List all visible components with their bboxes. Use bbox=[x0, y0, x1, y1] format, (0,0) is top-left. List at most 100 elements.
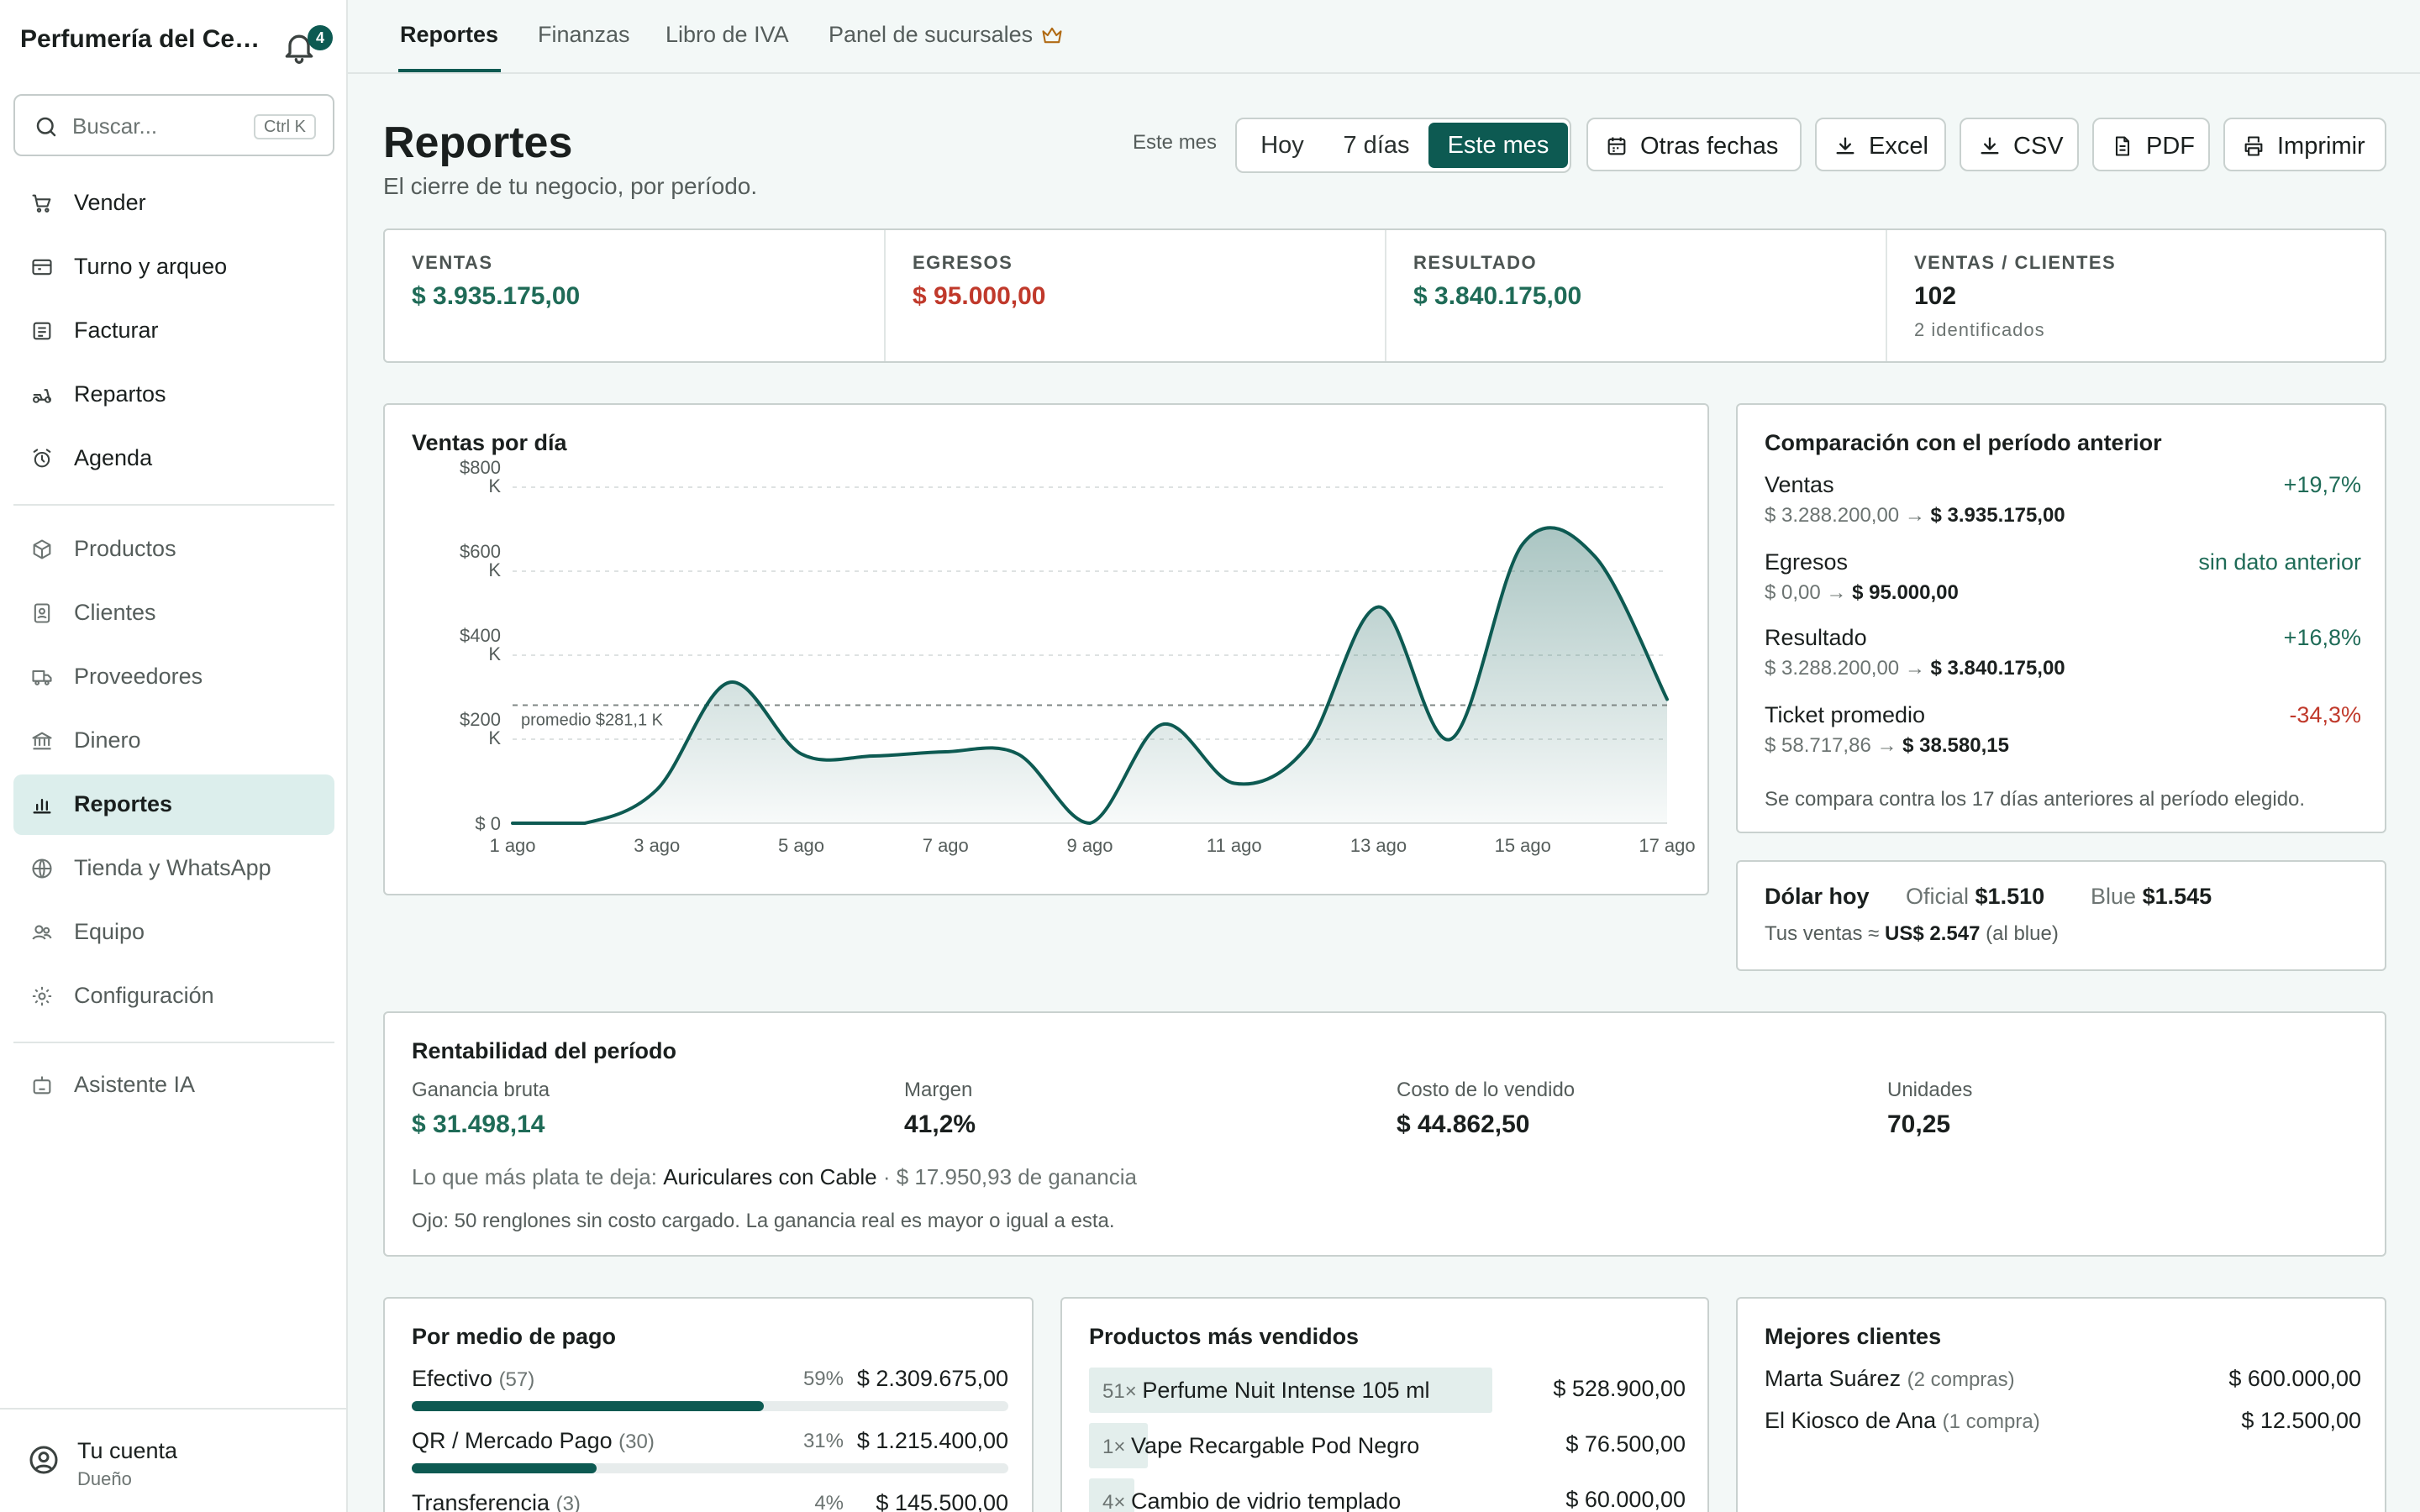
sidebar-item-vender[interactable]: Vender bbox=[13, 173, 334, 234]
sidebar-item-equipo[interactable]: Equipo bbox=[13, 902, 334, 963]
sidebar-item-label: Proveedores bbox=[74, 664, 203, 689]
csv-button[interactable]: CSV bbox=[1960, 118, 2079, 171]
excel-button[interactable]: Excel bbox=[1815, 118, 1946, 171]
dollar-oficial-label: Oficial bbox=[1906, 884, 1970, 909]
period-7days-button[interactable]: 7 días bbox=[1343, 132, 1410, 159]
client-count: (1 compra) bbox=[1942, 1410, 2040, 1433]
search-box: Ctrl K bbox=[13, 94, 334, 156]
sidebar-item-productos[interactable]: Productos bbox=[13, 519, 334, 580]
payment-count: (57) bbox=[498, 1368, 535, 1391]
product-amount: $ 76.500,00 bbox=[1565, 1431, 1686, 1457]
product-name: Vape Recargable Pod Negro bbox=[1131, 1433, 1420, 1458]
clients-title: Mejores clientes bbox=[1765, 1324, 1942, 1349]
profitability-card: Rentabilidad del período Ganancia bruta … bbox=[383, 1011, 2386, 1257]
product-qty: 51× bbox=[1102, 1380, 1137, 1403]
tab-finanzas[interactable]: Finanzas bbox=[538, 22, 630, 47]
nav-secondary: Productos Clientes Proveedores Dinero Re… bbox=[13, 519, 334, 1030]
sidebar-item-agenda[interactable]: Agenda bbox=[13, 428, 334, 489]
sidebar-item-clientes[interactable]: Clientes bbox=[13, 583, 334, 643]
dollar-blue-label: Blue bbox=[2091, 884, 2137, 909]
notification-badge: 4 bbox=[308, 25, 333, 50]
profit-value: $ 31.498,14 bbox=[412, 1110, 545, 1138]
comparison-to: $ 95.000,00 bbox=[1852, 581, 1959, 604]
sidebar-item-dinero[interactable]: Dinero bbox=[13, 711, 334, 771]
client-line: Marta Suárez (2 compras) bbox=[1765, 1366, 2015, 1392]
comparison-row-resultado: Resultado +16,8% $ 3.288.200,00 → $ 3.84… bbox=[1765, 625, 2361, 692]
tab-reportes[interactable]: Reportes bbox=[400, 22, 499, 47]
sidebar-item-repartos[interactable]: Repartos bbox=[13, 365, 334, 425]
profit-units: Unidades 70,25 bbox=[1887, 1079, 1972, 1139]
sidebar-item-configuracion[interactable]: Configuración bbox=[13, 966, 334, 1026]
kpi-note: 2 identificados bbox=[1914, 319, 2045, 340]
product-row[interactable]: 4× Cambio de vidrio templado $ 60.000,00 bbox=[1089, 1478, 1686, 1512]
arrow-icon: → bbox=[1904, 504, 1925, 527]
csv-label: CSV bbox=[2013, 133, 2064, 160]
kpi-ventas: VENTAS $ 3.935.175,00 bbox=[385, 230, 886, 361]
payment-pct: 59% bbox=[802, 1368, 844, 1390]
period-today-button[interactable]: Hoy bbox=[1260, 132, 1304, 159]
users-icon bbox=[32, 925, 52, 940]
comparison-values: $ 0,00 → $ 95.000,00 bbox=[1765, 581, 1959, 605]
sales-chart-card: Ventas por día promedio $281,1 K $ 0 $200… bbox=[383, 403, 1709, 895]
product-qty: 4× bbox=[1102, 1491, 1126, 1512]
best-suffix: · $ 17.950,93 de ganancia bbox=[882, 1164, 1137, 1189]
bell-icon[interactable] bbox=[281, 29, 318, 66]
comparison-from: $ 58.717,86 bbox=[1765, 734, 1871, 757]
profit-value: 70,25 bbox=[1887, 1110, 1951, 1138]
profit-margin: Margen 41,2% bbox=[904, 1079, 976, 1139]
sidebar-item-facturar[interactable]: Facturar bbox=[13, 301, 334, 361]
nav-divider bbox=[13, 1042, 334, 1043]
y-tick-unit: K bbox=[488, 475, 501, 496]
payment-method: QR / Mercado Pago bbox=[412, 1428, 613, 1453]
pdf-button[interactable]: PDF bbox=[2092, 118, 2210, 171]
product-row[interactable]: 1× Vape Recargable Pod Negro $ 76.500,00 bbox=[1089, 1423, 1686, 1470]
sales-line bbox=[511, 526, 1669, 825]
account-menu[interactable]: Tu cuenta Dueño bbox=[0, 1408, 348, 1512]
best-prefix: Lo que más plata te deja: bbox=[412, 1164, 657, 1189]
client-row[interactable]: Marta Suárez (2 compras) $ 600.000,00 bbox=[1765, 1366, 2361, 1403]
comparison-name: Ventas bbox=[1765, 472, 1834, 497]
payment-pct: 4% bbox=[814, 1492, 844, 1512]
comparison-name: Resultado bbox=[1765, 625, 1867, 650]
client-row[interactable]: El Kiosco de Ana (1 compra) $ 12.500,00 bbox=[1765, 1408, 2361, 1445]
comparison-name: Egresos bbox=[1765, 549, 1849, 575]
sidebar-item-reportes[interactable]: Reportes bbox=[13, 774, 334, 835]
payment-count: (3) bbox=[555, 1493, 581, 1512]
arrow-icon: → bbox=[1876, 734, 1897, 757]
sidebar-item-asistente[interactable]: Asistente IA bbox=[13, 1055, 334, 1116]
average-label: promedio $281,1 K bbox=[521, 711, 664, 729]
print-button[interactable]: Imprimir bbox=[2223, 118, 2386, 171]
tab-panel-sucursales[interactable]: Panel de sucursales bbox=[829, 22, 1034, 47]
payments-title: Por medio de pago bbox=[412, 1324, 617, 1349]
kpi-label: RESULTADO bbox=[1413, 252, 1538, 273]
sidebar-item-label: Configuración bbox=[74, 983, 214, 1008]
payment-pct: 31% bbox=[802, 1430, 844, 1452]
tab-libro-iva[interactable]: Libro de IVA bbox=[666, 22, 789, 47]
sidebar-item-turno[interactable]: Turno y arqueo bbox=[13, 237, 334, 297]
comparison-row-ventas: Ventas +19,7% $ 3.288.200,00 → $ 3.935.1… bbox=[1765, 472, 2361, 539]
other-dates-button[interactable]: Otras fechas bbox=[1586, 118, 1802, 171]
search-input[interactable] bbox=[72, 109, 240, 143]
period-month-button[interactable]: Este mes bbox=[1428, 123, 1568, 168]
payment-bar-fill bbox=[412, 1463, 597, 1473]
payment-name: Transferencia (3) bbox=[412, 1490, 581, 1512]
comparison-footnote: Se compara contra los 17 días anteriores… bbox=[1765, 788, 2306, 811]
payment-name: QR / Mercado Pago (30) bbox=[412, 1428, 655, 1454]
x-tick-label: 11 ago bbox=[1207, 835, 1262, 856]
x-tick-label: 5 ago bbox=[778, 835, 824, 856]
download-icon bbox=[1836, 137, 1854, 155]
y-tick-label: $200 bbox=[460, 709, 501, 730]
sidebar-item-proveedores[interactable]: Proveedores bbox=[13, 647, 334, 707]
comparison-card: Comparación con el período anterior Vent… bbox=[1736, 403, 2386, 833]
dollar-oficial: Oficial $1.510 bbox=[1906, 884, 2044, 910]
box-icon bbox=[33, 539, 51, 559]
comparison-to: $ 3.935.175,00 bbox=[1930, 504, 2065, 527]
account-name: Tu cuenta bbox=[77, 1438, 178, 1463]
sidebar-item-tienda[interactable]: Tienda y WhatsApp bbox=[13, 838, 334, 899]
comparison-values: $ 3.288.200,00 → $ 3.935.175,00 bbox=[1765, 504, 2065, 528]
print-label: Imprimir bbox=[2277, 133, 2365, 160]
product-row[interactable]: 51× Perfume Nuit Intense 105 ml $ 528.90… bbox=[1089, 1368, 1686, 1415]
profit-label: Costo de lo vendido bbox=[1397, 1079, 1576, 1101]
dollar-card: Dólar hoy Oficial $1.510 Blue $1.545 Tus… bbox=[1736, 860, 2386, 971]
product-bar bbox=[1089, 1423, 1148, 1468]
